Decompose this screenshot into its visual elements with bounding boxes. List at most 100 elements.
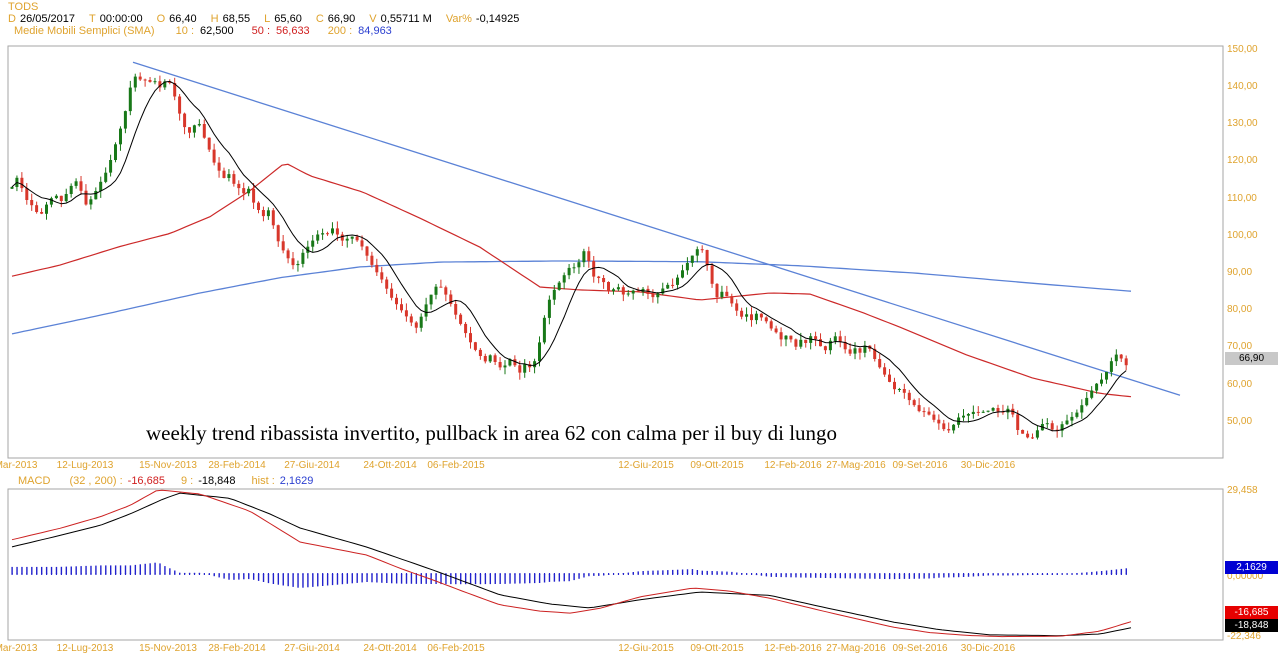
macd-histogram-bar: [455, 574, 457, 585]
candle-body: [158, 81, 162, 88]
chart-line: [11, 260, 1132, 335]
macd-histogram-bar: [287, 574, 289, 587]
candle-body: [316, 234, 320, 241]
quote-segment: D 26/05/2017: [8, 13, 75, 25]
price-tick-label: 50,00: [1227, 415, 1253, 427]
macd-histogram-bar: [420, 574, 422, 584]
quote-segment: H 68,55: [211, 13, 250, 25]
candle-body: [735, 303, 739, 311]
sma-legend-item: 200 : 84,963: [328, 25, 392, 37]
candle-body: [774, 328, 778, 333]
candle-body: [878, 359, 882, 368]
candle-body: [464, 323, 468, 334]
macd-histogram-bar: [548, 574, 551, 582]
last-price-badge: 66,90: [1225, 351, 1278, 365]
macd-histogram-bar: [667, 570, 669, 574]
macd-histogram-bar: [588, 574, 590, 577]
macd-histogram-bar: [864, 574, 866, 579]
candle-body: [266, 210, 270, 217]
quote-label: C: [315, 13, 324, 25]
candle-body: [222, 170, 226, 178]
macd-histogram-bar: [893, 574, 896, 580]
macd-value-badge: -18,848: [1225, 619, 1278, 632]
candle-body: [695, 249, 699, 256]
candle-body: [828, 340, 832, 351]
macd-histogram-bar: [65, 566, 68, 574]
macd-zero-dot: [746, 573, 748, 575]
candle-body: [602, 278, 606, 283]
quote-segment: T 00:00:00: [89, 13, 143, 25]
candle-body: [503, 365, 507, 368]
candle-body: [306, 246, 310, 253]
quote-label: Var%: [445, 13, 472, 25]
macd-histogram-bar: [642, 571, 644, 574]
candle-body: [764, 317, 768, 322]
candle-body: [947, 429, 951, 431]
candle-body: [1124, 358, 1128, 366]
macd-zero-dot: [1066, 573, 1068, 575]
candle-body: [518, 365, 522, 373]
candle-body: [217, 162, 221, 171]
macd-histogram-bar: [100, 565, 102, 574]
macd-histogram-bar: [962, 574, 965, 577]
macd-histogram-bar: [1012, 574, 1014, 576]
sma-period: 10 :: [175, 25, 195, 37]
candle-body: [291, 258, 295, 266]
candle-body: [572, 267, 576, 269]
macd-segment: 9 : -18,848: [181, 475, 236, 487]
price-tick-label: 70,00: [1227, 341, 1253, 353]
macd-histogram-bar: [676, 569, 679, 574]
candle-body: [321, 233, 325, 235]
sma-value: 56,633: [276, 25, 310, 37]
price-tick-label: 60,00: [1227, 378, 1253, 390]
macd-histogram-bar: [859, 574, 861, 579]
candle-body: [1119, 354, 1123, 359]
candle-body: [1105, 371, 1108, 380]
macd-histogram-bar: [188, 572, 191, 574]
candle-body: [64, 194, 68, 202]
candle-body: [395, 297, 398, 305]
candle-body: [996, 408, 1000, 412]
candle-body: [133, 76, 137, 88]
macd-histogram-bar: [105, 565, 107, 574]
candle-body: [10, 186, 14, 189]
macd-histogram-bar: [144, 563, 146, 574]
candle-body: [148, 80, 152, 82]
macd-histogram-bar: [90, 565, 92, 574]
macd-histogram-bar: [790, 574, 792, 578]
candle-body: [40, 212, 44, 214]
macd-histogram-bar: [356, 574, 358, 583]
macd-histogram-bar: [706, 570, 708, 574]
main-panel[interactable]: [7, 45, 1224, 459]
macd-value-badge: 2,1629: [1225, 561, 1278, 574]
date-tick-label: 15-Nov-2013: [139, 643, 197, 654]
quote-label: T: [89, 13, 96, 25]
candle-body: [192, 125, 196, 133]
quote-segment: C 66,90: [316, 13, 355, 25]
macd-histogram-bar: [60, 566, 63, 574]
macd-histogram-bar: [568, 574, 570, 582]
candle-body: [981, 411, 985, 413]
macd-histogram-bar: [1105, 570, 1108, 574]
macd-histogram-bar: [31, 566, 33, 574]
candle-body: [976, 411, 980, 413]
quote-value: 66,90: [327, 13, 356, 25]
quote-header: TODS D 26/05/2017 T 00:00:00 O 66,40 H 68,55 L 65…: [8, 1, 533, 37]
candle-body: [784, 335, 788, 340]
macd-histogram-bar: [252, 574, 255, 580]
candle-body: [932, 414, 936, 420]
macd-histogram-bar: [691, 569, 694, 574]
macd-histogram-bar: [386, 574, 388, 583]
date-tick-label: 27-Giu-2014: [284, 643, 340, 654]
candle-body: [424, 304, 428, 317]
candle-body: [478, 349, 482, 356]
candle-body: [720, 291, 724, 298]
macd-histogram-bar: [632, 572, 634, 574]
macd-histogram-bar: [277, 574, 280, 585]
macd-panel[interactable]: [7, 488, 1224, 641]
macd-histogram-bar: [953, 574, 955, 578]
macd-zero-dot: [203, 573, 205, 575]
candle-body: [54, 195, 58, 199]
macd-histogram-bar: [119, 565, 122, 574]
